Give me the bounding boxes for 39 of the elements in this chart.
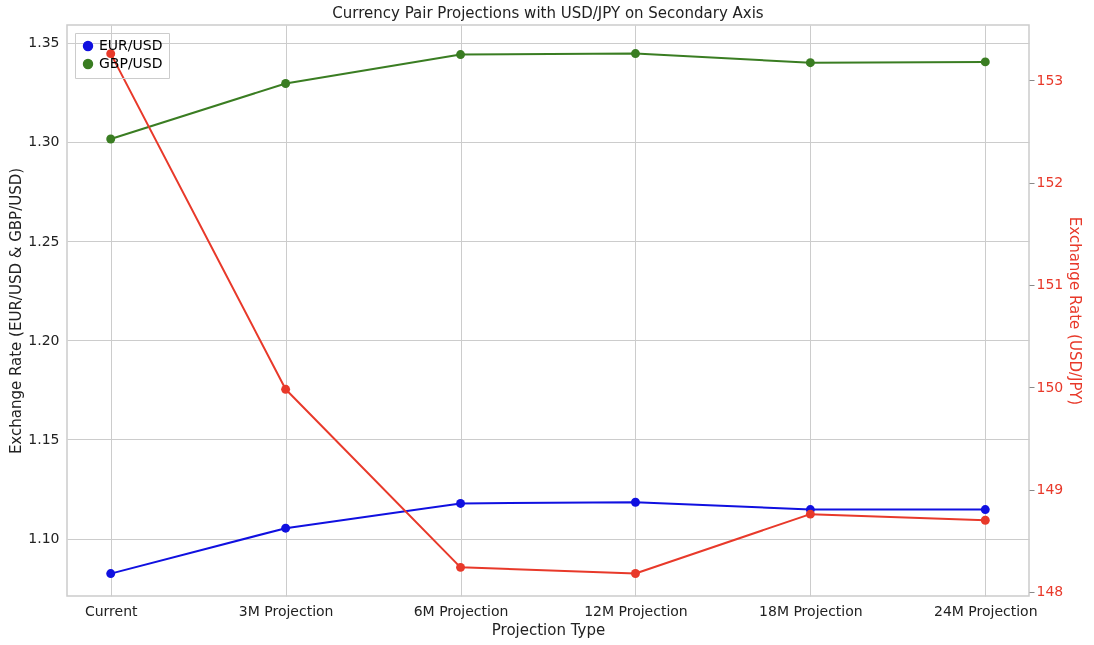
y-tick-label: 1.30 [28,133,60,150]
point [630,497,640,507]
y2-tick-label: 152 [1036,174,1064,191]
x-tick-label: Current [84,602,139,619]
point [805,509,815,519]
x-tick-label: 18M Projection [759,602,863,619]
point [281,384,291,394]
y-axis-title: Exchange Rate (EUR/USD & GBP/USD) [7,167,26,455]
point [106,569,116,579]
y-tick-label: 1.25 [28,232,60,249]
y2-tick-label: 148 [1036,583,1064,600]
legend-label: EUR/USD [99,37,163,53]
point [980,505,990,515]
point [980,515,990,525]
x-tick-label: 3M Projection [238,602,334,619]
y2-axis-title: Exchange Rate (USD/JPY) [1066,216,1085,406]
point [980,57,990,67]
point [281,79,291,88]
y2-tick-label: 150 [1036,378,1064,395]
point [805,58,815,68]
x-axis-title: Projection Type [491,620,606,639]
y2-tick-label: 149 [1036,481,1064,498]
point [456,562,466,572]
chart-title: Currency Pair Projections with USD/JPY on Secondary Axis [332,4,764,22]
point [630,569,640,578]
point [456,50,466,59]
point [106,134,116,144]
y-tick-label: 1.15 [28,430,60,447]
y-tick-label: 1.20 [28,331,60,348]
x-tick-label: 24M Projection [933,602,1038,619]
point [630,49,640,59]
y-tick-label: 1.10 [28,530,60,546]
point [281,523,291,533]
x-tick-label: 12M Projection [584,602,688,619]
y-tick-label: 1.35 [28,34,60,51]
y2-tick-label: 153 [1036,71,1064,88]
point [456,498,466,508]
x-tick-label: 6M Projection [413,602,509,619]
y2-tick-label: 151 [1036,276,1064,293]
